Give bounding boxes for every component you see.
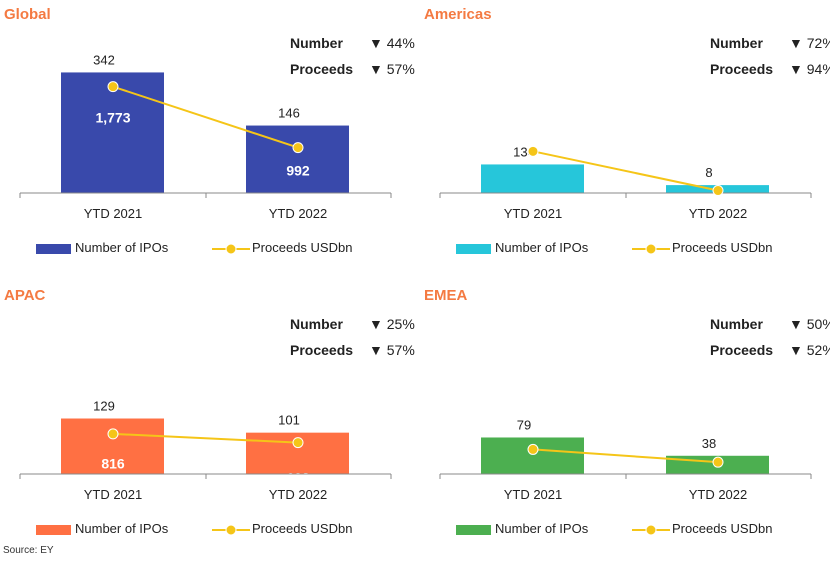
line-value-label-0: 79 <box>517 417 531 432</box>
bar-value-label-1: 992 <box>286 163 310 179</box>
chart-panel-global: Global Number ▼ 44% Proceeds ▼ 57% 1,773 342 YT… <box>0 0 415 280</box>
change-value-number: ▼ 50% <box>789 316 830 332</box>
change-label-number: Number <box>290 316 343 332</box>
chart-title: EMEA <box>424 287 468 304</box>
bar-value-label-0: 816 <box>101 456 125 472</box>
change-label-number: Number <box>710 35 763 51</box>
line-value-label-1: 146 <box>278 106 300 121</box>
legend-line-label: Proceeds USDbn <box>672 240 773 255</box>
bar-value-label-1: 268 <box>706 493 730 509</box>
proceeds-point-0 <box>527 443 539 455</box>
change-label-proceeds: Proceeds <box>710 61 774 77</box>
proceeds-point-1 <box>292 142 304 154</box>
bar-0 <box>481 437 584 474</box>
chart-title: Global <box>4 6 51 23</box>
legend-bar-label: Number of IPOs <box>75 240 169 255</box>
legend-line-label: Proceeds USDbn <box>252 240 353 255</box>
legend-bar-swatch <box>36 244 71 254</box>
change-label-number: Number <box>710 316 763 332</box>
proceeds-point-0 <box>107 428 119 440</box>
proceeds-point-0 <box>107 81 119 93</box>
legend-bar-swatch <box>36 525 71 535</box>
line-value-label-1: 38 <box>702 436 716 451</box>
category-label-0: YTD 2021 <box>504 487 563 502</box>
legend-line-swatch <box>632 524 670 536</box>
chart-panel-emea: EMEA Number ▼ 50% Proceeds ▼ 52% 537 79 YTD 202… <box>420 281 830 561</box>
change-label-proceeds: Proceeds <box>290 61 354 77</box>
proceeds-point-1 <box>712 456 724 468</box>
category-label-0: YTD 2021 <box>84 487 143 502</box>
chart-title: Americas <box>424 6 492 23</box>
proceeds-line <box>532 150 719 192</box>
category-label-1: YTD 2022 <box>269 487 328 502</box>
change-value-number: ▼ 25% <box>369 316 415 332</box>
change-label-number: Number <box>290 35 343 51</box>
proceeds-line <box>532 448 719 464</box>
change-value-proceeds: ▼ 94% <box>789 61 830 77</box>
category-label-1: YTD 2022 <box>689 206 748 221</box>
proceeds-point-0 <box>527 145 539 157</box>
change-value-number: ▼ 44% <box>369 35 415 51</box>
change-label-proceeds: Proceeds <box>290 342 354 358</box>
legend-bar-swatch <box>456 525 491 535</box>
category-label-0: YTD 2021 <box>84 206 143 221</box>
legend-bar-label: Number of IPOs <box>495 521 589 536</box>
proceeds-line <box>112 432 299 444</box>
category-label-1: YTD 2022 <box>269 206 328 221</box>
bar-value-label-0: 1,773 <box>95 109 130 125</box>
bar-value-label-1: 608 <box>286 470 310 486</box>
chart-svg: 537 79 YTD 2021 268 38 YTD 2022 <box>439 417 812 509</box>
change-value-proceeds: ▼ 57% <box>369 342 415 358</box>
category-label-0: YTD 2021 <box>504 206 563 221</box>
proceeds-point-1 <box>712 185 724 197</box>
line-value-label-1: 8 <box>705 165 712 180</box>
bar-0 <box>481 164 584 193</box>
proceeds-line <box>112 85 299 149</box>
chart-title: APAC <box>4 287 46 304</box>
legend-bar-label: Number of IPOs <box>75 521 169 536</box>
proceeds-point-1 <box>292 437 304 449</box>
legend-line-swatch <box>212 524 250 536</box>
change-value-proceeds: ▼ 52% <box>789 342 830 358</box>
legend-line-label: Proceeds USDbn <box>252 521 353 536</box>
change-label-proceeds: Proceeds <box>710 342 774 358</box>
legend-bar-swatch <box>456 244 491 254</box>
bar-value-label-1: 116 <box>707 222 730 235</box>
legend-line-swatch <box>212 243 250 255</box>
category-label-1: YTD 2022 <box>689 487 748 502</box>
legend-line-swatch <box>632 243 670 255</box>
legend-bar-label: Number of IPOs <box>495 240 589 255</box>
chart-svg: 1,773 342 YTD 2021 992 146 YTD 2022 <box>19 52 392 221</box>
change-value-number: ▼ 72% <box>789 35 830 51</box>
change-value-proceeds: ▼ 57% <box>369 61 415 77</box>
bar-0 <box>61 72 164 193</box>
chart-panel-apac: APAC Number ▼ 25% Proceeds ▼ 57% 816 129 YTD 20… <box>0 281 415 561</box>
source-note: Source: EY <box>3 545 54 556</box>
bar-0 <box>61 418 164 474</box>
legend-line-label: Proceeds USDbn <box>672 521 773 536</box>
chart-svg: 816 129 YTD 2021 608 101 YTD 2022 <box>19 399 392 502</box>
line-value-label-0: 129 <box>93 399 115 414</box>
bar-value-label-0: 420 <box>521 201 545 217</box>
bar-value-label-0: 537 <box>521 474 545 490</box>
line-value-label-1: 101 <box>278 413 300 428</box>
line-value-label-0: 342 <box>93 52 115 67</box>
